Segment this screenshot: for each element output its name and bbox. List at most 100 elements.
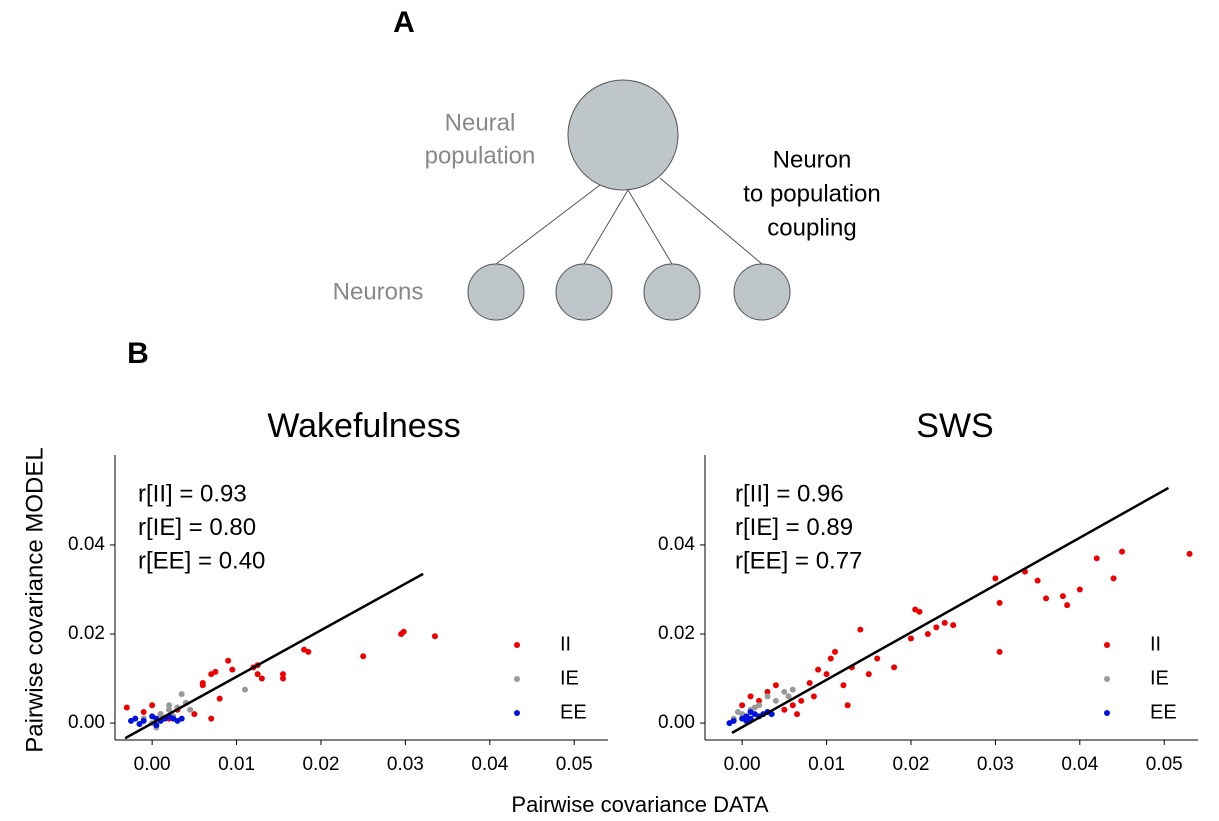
point [907, 635, 914, 642]
point [242, 686, 249, 693]
annotation: r[EE] = 0.77 [735, 547, 862, 574]
x-tick-label: 0.01 [808, 754, 845, 775]
fit-line [731, 486, 1170, 734]
point [806, 680, 813, 686]
point [216, 695, 223, 702]
population-label: population [425, 142, 536, 169]
y-axis-label: Pairwise covariance MODEL [21, 447, 48, 752]
x-tick-label: 0.00 [134, 754, 171, 775]
y-tick-label: 0.02 [68, 623, 105, 644]
point [254, 671, 261, 678]
coupling-label: coupling [767, 214, 856, 241]
legend-marker [514, 710, 520, 716]
point [279, 675, 286, 682]
y-tick-label: 0.00 [68, 712, 105, 733]
point [916, 608, 923, 615]
point [747, 708, 754, 715]
population-label: Neural [445, 109, 516, 136]
annotation: r[II] = 0.96 [735, 480, 844, 507]
point [279, 671, 286, 678]
point [743, 717, 750, 724]
edge [495, 184, 601, 265]
neuron-node [467, 263, 525, 321]
point [772, 682, 779, 689]
point [1093, 555, 1100, 562]
point [229, 666, 236, 673]
point [132, 715, 139, 722]
point [823, 671, 830, 678]
y-tick-label: 0.04 [68, 534, 105, 555]
edge [659, 177, 763, 265]
point [730, 717, 737, 724]
point [140, 708, 147, 715]
point [992, 575, 999, 582]
legend-label: II [560, 633, 571, 655]
x-tick-label: 0.02 [302, 754, 339, 775]
point [360, 653, 367, 660]
point [1110, 575, 1117, 582]
point [772, 697, 779, 704]
neuron-node [555, 263, 613, 321]
point [123, 704, 130, 711]
x-tick-label: 0.02 [892, 754, 929, 775]
point [1034, 577, 1041, 584]
panel-label: B [127, 337, 149, 370]
y-tick-label: 0.00 [658, 712, 695, 733]
point [933, 624, 940, 631]
point [140, 717, 147, 724]
point [832, 648, 839, 655]
x-tick-label: 0.00 [724, 754, 761, 775]
legend-label: EE [560, 701, 587, 723]
point [764, 693, 771, 700]
point [1119, 548, 1126, 555]
point [157, 711, 164, 718]
x-axis-label: Pairwise covariance DATA [511, 792, 768, 817]
coupling-label: Neuron [773, 146, 852, 173]
edge [583, 189, 629, 265]
point [1186, 550, 1193, 557]
point [1059, 593, 1066, 600]
point [149, 702, 156, 709]
population-node [567, 79, 679, 191]
point [208, 715, 215, 722]
annotation: r[IE] = 0.89 [735, 514, 853, 541]
point [751, 704, 758, 711]
point [857, 626, 864, 633]
point [136, 720, 143, 727]
chart-title: Wakefulness [267, 407, 460, 445]
point [781, 706, 788, 713]
neurons-label: Neurons [333, 278, 424, 305]
x-tick-label: 0.01 [218, 754, 255, 775]
point [212, 668, 219, 675]
point [798, 697, 805, 704]
point [178, 715, 185, 722]
legend-marker [1104, 642, 1110, 648]
point [865, 671, 872, 678]
x-tick-label: 0.04 [471, 754, 508, 775]
coupling-label: to population [743, 180, 880, 207]
point [874, 655, 881, 662]
y-tick-label: 0.02 [658, 623, 695, 644]
point [199, 682, 206, 689]
point [789, 686, 796, 693]
edge [627, 189, 673, 265]
panel-label: A [393, 6, 415, 39]
chart-title: SWS [916, 407, 993, 445]
point [1076, 586, 1083, 593]
x-tick-label: 0.05 [556, 754, 593, 775]
fit-line [124, 572, 424, 740]
legend-marker [514, 642, 520, 648]
legend-marker [514, 676, 520, 682]
point [305, 648, 312, 655]
point [166, 702, 173, 709]
point [400, 628, 407, 635]
point [785, 693, 792, 700]
point [844, 702, 851, 709]
point [166, 706, 173, 713]
point [187, 706, 194, 713]
neuron-node [643, 263, 701, 321]
point [756, 697, 763, 704]
point [840, 682, 847, 689]
